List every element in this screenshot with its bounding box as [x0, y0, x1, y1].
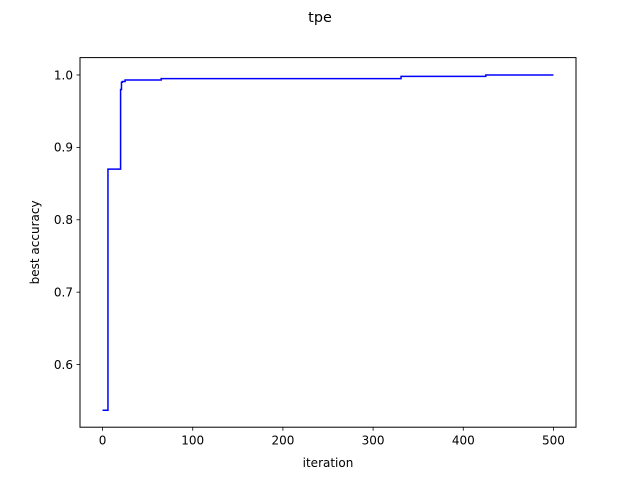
- chart-title: tpe: [308, 10, 332, 26]
- x-tick-label: 400: [452, 434, 475, 448]
- x-tick-label: 200: [271, 434, 294, 448]
- y-tick-label: 0.6: [54, 358, 73, 372]
- y-axis-label: best accuracy: [28, 200, 42, 284]
- x-axis: 0 100 200 300 400 500: [99, 427, 565, 448]
- x-tick-label: 500: [542, 434, 565, 448]
- x-tick-label: 0: [99, 434, 107, 448]
- y-tick-label: 0.9: [54, 141, 73, 155]
- y-tick-label: 0.7: [54, 285, 73, 299]
- y-axis: 0.6 0.7 0.8 0.9 1.0: [54, 68, 80, 372]
- axes-frame: [79, 57, 577, 428]
- x-tick-label: 100: [181, 434, 204, 448]
- x-axis-label: iteration: [303, 456, 354, 470]
- plot-area: [102, 74, 554, 411]
- y-tick-label: 1.0: [54, 68, 73, 82]
- x-tick-label: 300: [362, 434, 385, 448]
- y-tick-label: 0.8: [54, 213, 73, 227]
- series-line-0: [102, 74, 554, 411]
